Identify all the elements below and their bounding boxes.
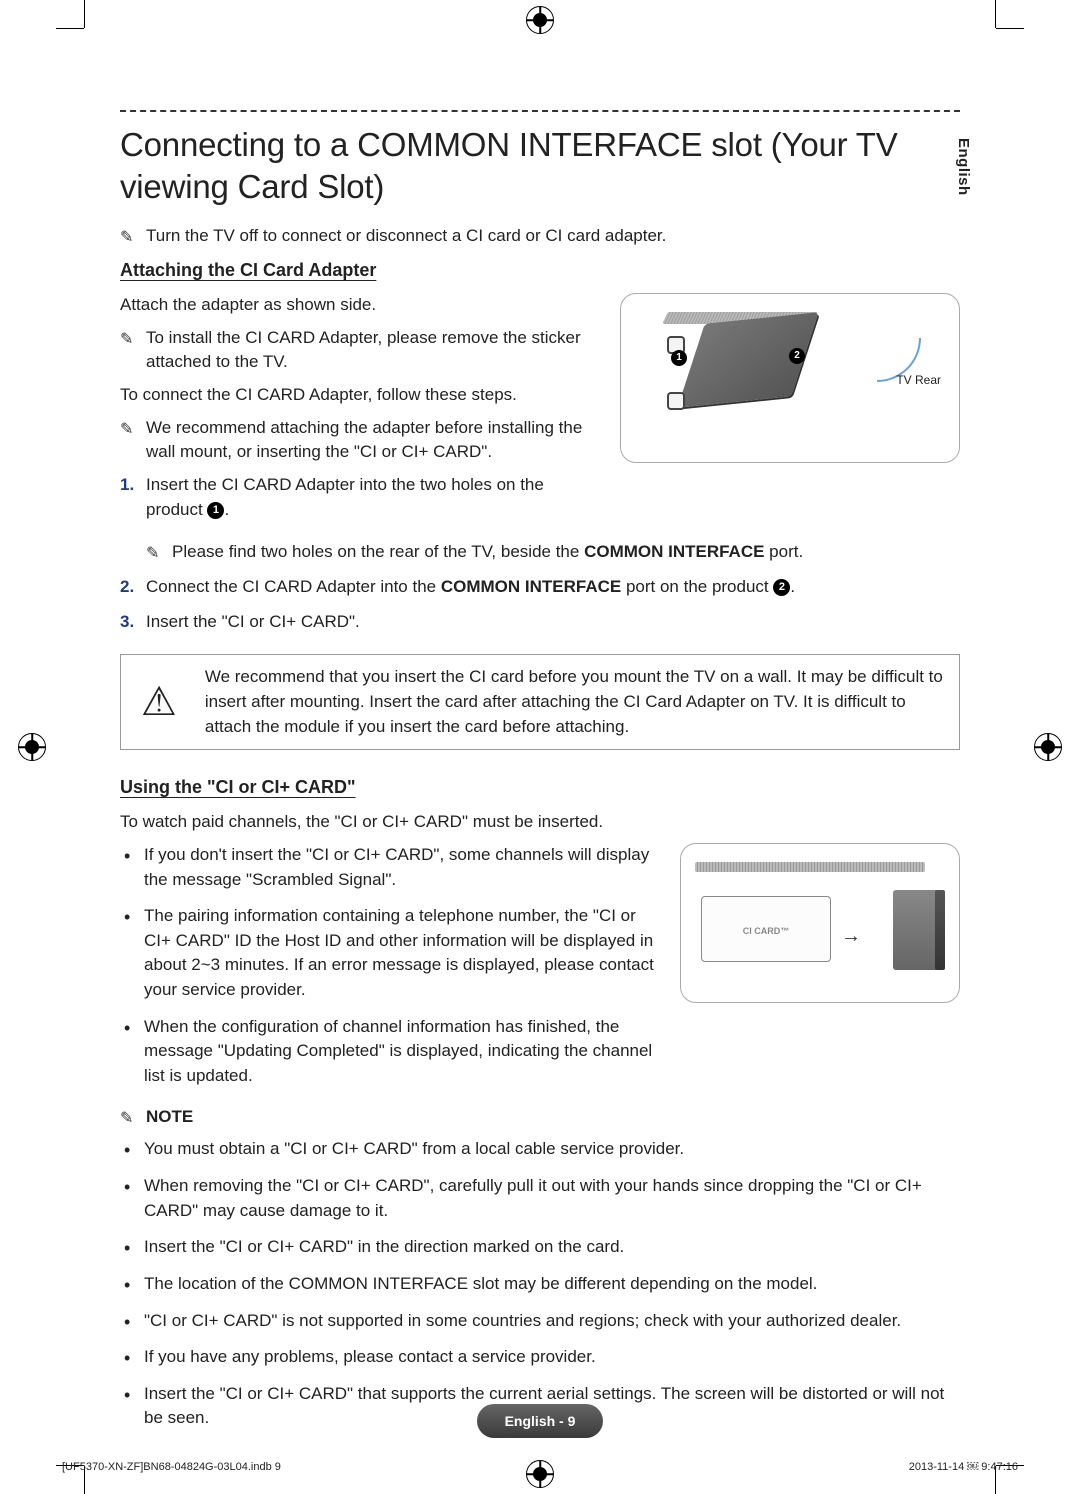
warning-box: ⚠ We recommend that you insert the CI ca… xyxy=(120,654,960,750)
section1-heading: Attaching the CI Card Adapter xyxy=(120,257,376,283)
note-label: NOTE xyxy=(146,1107,193,1126)
page-number-pill: English - 9 xyxy=(477,1404,604,1438)
section2-b1: If you don't insert the "CI or CI+ CARD"… xyxy=(120,843,660,892)
page-title: Connecting to a COMMON INTERFACE slot (Y… xyxy=(120,124,960,208)
print-info-right: 2013-11-14 ￼ 9:47:16 xyxy=(909,1460,1018,1476)
step-2: 2. Connect the CI CARD Adapter into the … xyxy=(120,575,960,600)
crop-mark xyxy=(56,28,84,29)
pointer-icon: ✎ xyxy=(146,542,159,565)
figure-marker-2: 2 xyxy=(789,348,805,364)
section1-bullet2-text: We recommend attaching the adapter befor… xyxy=(146,418,582,462)
step3-text: Insert the "CI or CI+ CARD". xyxy=(146,612,360,631)
warning-icon: ⚠ xyxy=(135,682,183,722)
figure-tv-rear: 1 2 TV Rear xyxy=(620,293,960,463)
crop-mark xyxy=(84,0,85,28)
figure-marker-1: 1 xyxy=(671,350,687,366)
section-using-card: Using the "CI or CI+ CARD" To watch paid… xyxy=(120,774,960,1431)
step1-post: . xyxy=(224,500,229,519)
page-content: English Connecting to a COMMON INTERFACE… xyxy=(120,110,960,1384)
step-number: 3. xyxy=(120,610,134,635)
pointer-icon: ✎ xyxy=(120,328,133,351)
section1-bullet2: ✎ We recommend attaching the adapter bef… xyxy=(120,416,600,465)
step-number: 2. xyxy=(120,575,134,600)
step-number: 1. xyxy=(120,473,134,498)
section1-intro: Attach the adapter as shown side. xyxy=(120,293,600,318)
step2-mid: port on the product xyxy=(621,577,773,596)
registration-mark xyxy=(526,6,554,34)
registration-mark xyxy=(1034,733,1062,761)
note-item: You must obtain a "CI or CI+ CARD" from … xyxy=(120,1137,960,1162)
crop-mark xyxy=(996,28,1024,29)
figure-ci-card: CI CARD™ xyxy=(701,896,831,962)
print-info-left: [UF5370-XN-ZF]BN68-04824G-03L04.indb 9 xyxy=(62,1460,281,1476)
top-note: ✎ Turn the TV off to connect or disconne… xyxy=(120,224,960,249)
note-item: When removing the "CI or CI+ CARD", care… xyxy=(120,1174,960,1223)
note-item: Insert the "CI or CI+ CARD" in the direc… xyxy=(120,1235,960,1260)
section2-intro: To watch paid channels, the "CI or CI+ C… xyxy=(120,810,960,835)
section1-connect-intro: To connect the CI CARD Adapter, follow t… xyxy=(120,383,600,408)
registration-mark xyxy=(18,733,46,761)
section1-bullet1-text: To install the CI CARD Adapter, please r… xyxy=(146,328,581,372)
figure-slot xyxy=(893,890,941,970)
figure-panel xyxy=(695,862,925,872)
figure-card-label: CI CARD™ xyxy=(702,925,830,938)
step1-subnote: ✎ Please find two holes on the rear of t… xyxy=(146,540,960,565)
section2-b2: The pairing information containing a tel… xyxy=(120,904,660,1003)
figure-ci-slot: CI CARD™ → xyxy=(680,843,960,1003)
pointer-icon: ✎ xyxy=(120,1107,133,1130)
step2-bold: COMMON INTERFACE xyxy=(441,577,621,596)
step1-note-post: port. xyxy=(764,542,803,561)
circled-1-icon: 1 xyxy=(207,502,224,519)
step1-pre: Insert the CI CARD Adapter into the two … xyxy=(146,475,544,519)
step2-pre: Connect the CI CARD Adapter into the xyxy=(146,577,441,596)
arrow-icon: → xyxy=(841,922,861,951)
crop-mark xyxy=(995,0,996,28)
figure-label: TV Rear xyxy=(896,372,941,389)
note-item: The location of the COMMON INTERFACE slo… xyxy=(120,1272,960,1297)
warning-text: We recommend that you insert the CI card… xyxy=(205,665,945,739)
language-tab: English xyxy=(952,138,974,196)
step2-post: . xyxy=(790,577,795,596)
figure-slot-band xyxy=(935,890,945,970)
section1-bullet1: ✎ To install the CI CARD Adapter, please… xyxy=(120,326,600,375)
note-heading: ✎ NOTE xyxy=(120,1105,960,1130)
note-item: If you have any problems, please contact… xyxy=(120,1345,960,1370)
circled-2-icon: 2 xyxy=(773,579,790,596)
note-item: "CI or CI+ CARD" is not supported in som… xyxy=(120,1309,960,1334)
step-1: 1. Insert the CI CARD Adapter into the t… xyxy=(120,473,600,522)
top-note-text: Turn the TV off to connect or disconnect… xyxy=(146,226,666,245)
pointer-icon: ✎ xyxy=(120,418,133,441)
step1-note-pre: Please find two holes on the rear of the… xyxy=(172,542,584,561)
pointer-icon: ✎ xyxy=(120,226,133,249)
step-3: 3. Insert the "CI or CI+ CARD". xyxy=(120,610,960,635)
step1-note-bold: COMMON INTERFACE xyxy=(584,542,764,561)
separator-dashed xyxy=(120,110,960,112)
section-attaching-adapter: Attaching the CI Card Adapter Attach the… xyxy=(120,257,960,634)
section2-b3: When the configuration of channel inform… xyxy=(120,1015,660,1089)
registration-mark xyxy=(526,1460,554,1488)
section2-heading: Using the "CI or CI+ CARD" xyxy=(120,774,356,800)
page-footer: English - 9 xyxy=(120,1404,960,1438)
figure-clip xyxy=(667,392,685,410)
